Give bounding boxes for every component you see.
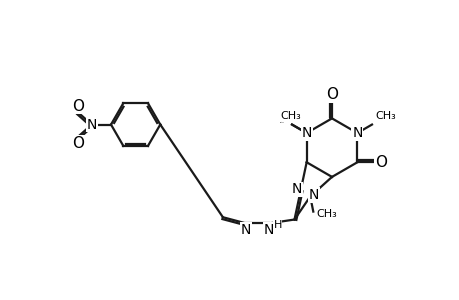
Text: CH₃: CH₃ bbox=[316, 209, 336, 219]
Text: methyl: methyl bbox=[280, 122, 285, 123]
Text: O: O bbox=[325, 87, 337, 102]
Text: O: O bbox=[72, 99, 84, 114]
Text: N: N bbox=[301, 126, 311, 140]
Text: N: N bbox=[352, 126, 362, 140]
Text: H: H bbox=[273, 220, 281, 230]
Text: N: N bbox=[308, 188, 319, 202]
Text: methyl: methyl bbox=[288, 118, 293, 119]
Text: N: N bbox=[291, 182, 301, 197]
Text: O: O bbox=[375, 155, 386, 170]
Text: N: N bbox=[263, 223, 274, 236]
Text: CH₃: CH₃ bbox=[280, 111, 300, 121]
Text: N: N bbox=[240, 223, 251, 236]
Text: CH₃: CH₃ bbox=[374, 111, 395, 121]
Text: O: O bbox=[72, 136, 84, 151]
Text: N: N bbox=[86, 118, 97, 131]
